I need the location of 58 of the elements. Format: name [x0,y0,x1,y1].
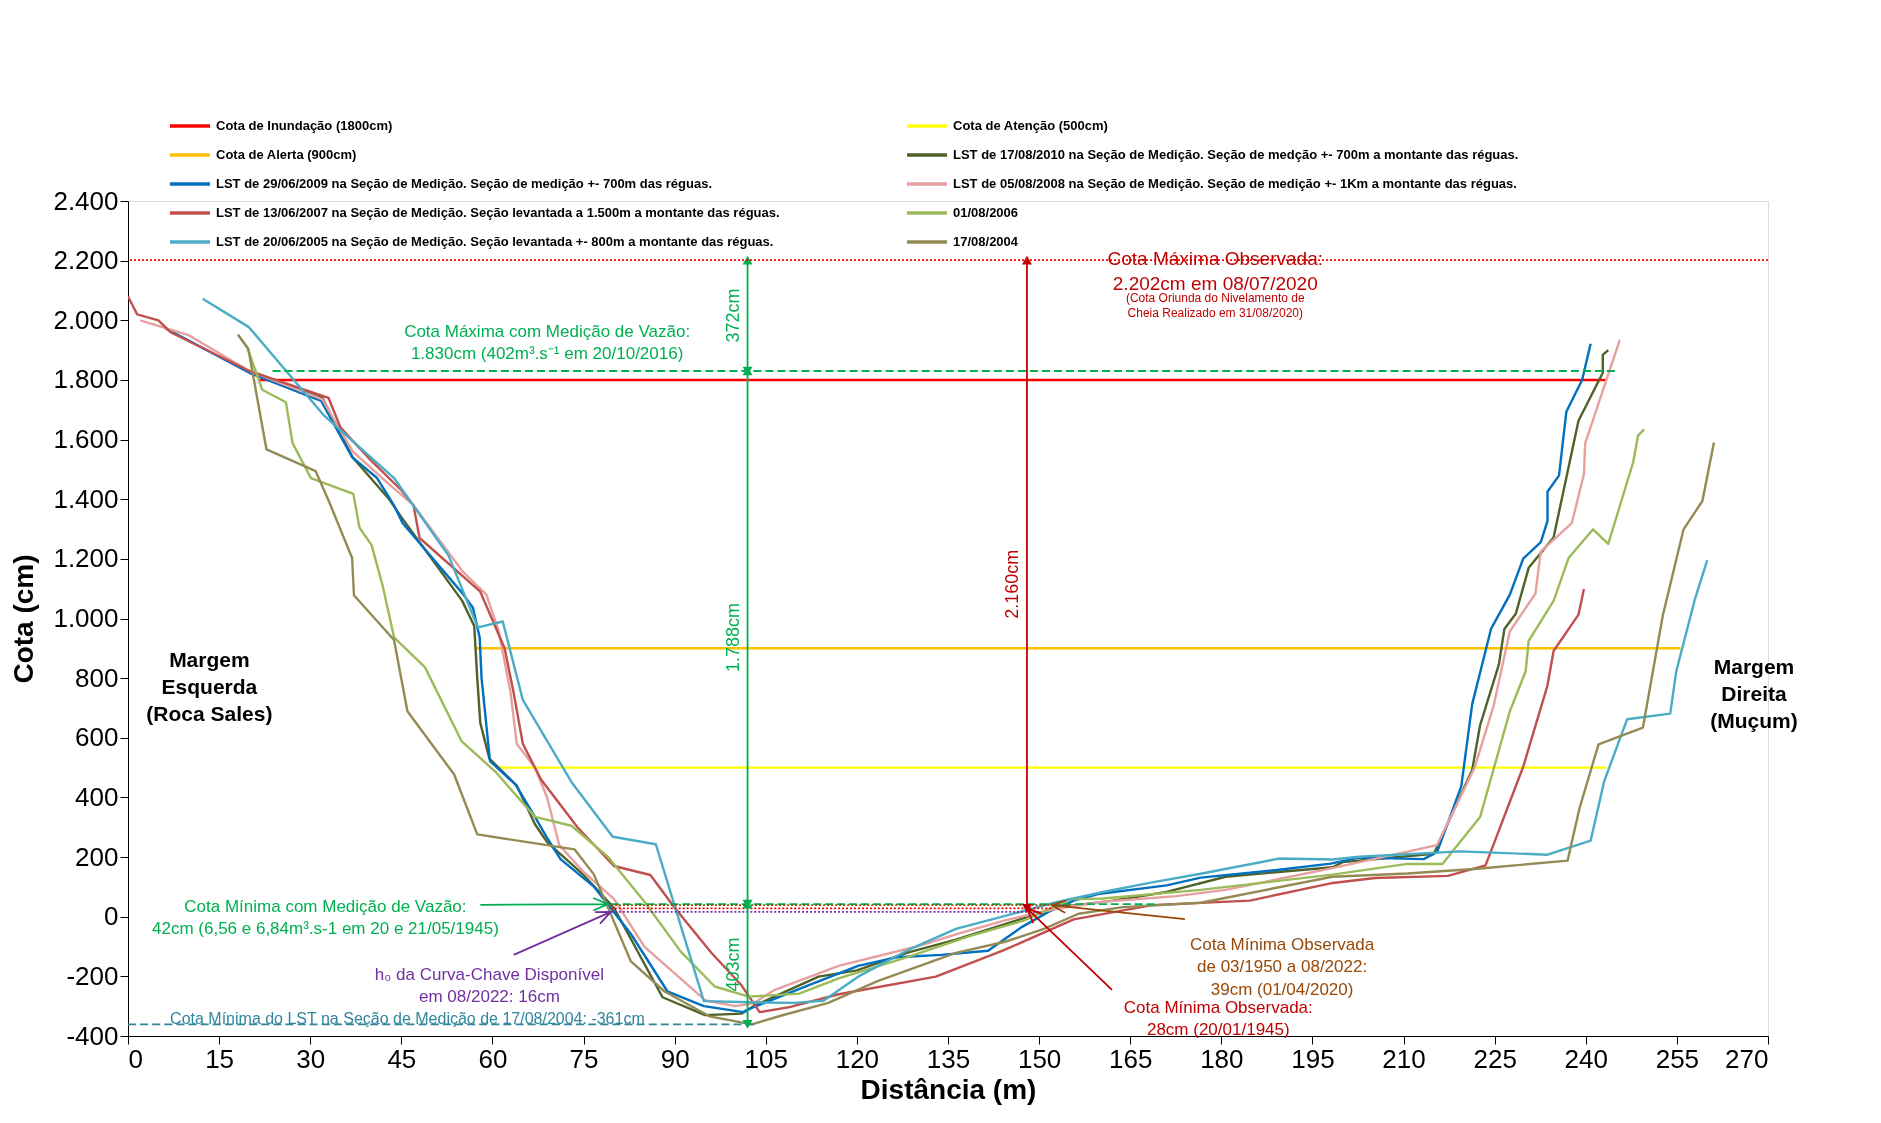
y-tick-label: 200 [75,841,119,872]
x-tick-label: 45 [387,1043,417,1074]
x-tick-label: 0 [128,1043,143,1074]
legend-label: 17/08/2004 [953,234,1019,249]
x-tick-label: 30 [296,1043,326,1074]
x-tick-label: 60 [478,1043,508,1074]
y-tick-label: 2.200 [53,245,119,276]
x-tick-label: 225 [1473,1043,1517,1074]
x-tick-label: 180 [1200,1043,1244,1074]
y-tick-label: 1.000 [53,603,119,633]
x-tick-label: 165 [1109,1043,1153,1074]
annotation: Cota Máxima com Medição de Vazão: 1.830cm (402m³.s⁻¹ em 20/10/2016) [404,322,691,364]
legend-label: Cota de Inundação (1800cm) [216,118,393,133]
x-tick-label: 75 [569,1043,599,1074]
annotation: Cota Mínima com Medição de Vazão: 42cm (6,56 e 6,84m³.s-1 em 20 e 21/05/1945) [152,896,499,938]
x-tick-label: 15 [205,1043,235,1074]
y-tick-label: -200 [66,960,119,991]
legend-label: LST de 29/06/2009 na Seção de Medição. Seção de medição +- 700m das réguas. [216,176,713,191]
x-tick-label: 240 [1564,1043,1608,1074]
annotation: Margem Direita (Muçum) [1710,654,1798,733]
y-tick-label: 400 [75,781,119,812]
y-tick-label: 1.400 [53,483,119,514]
annotation: h₀ da Curva-Chave Disponível em 08/2022: 16cm [374,964,604,1006]
y-tick-label: 1.600 [53,424,119,455]
y-tick-label: 800 [75,662,119,693]
x-tick-label: 135 [926,1043,971,1074]
x-axis-title: Distância (m) [860,1073,1037,1105]
legend-label: LST de 05/08/2008 na Seção de Medição. Seção de medição +- 1Km a montante das réguas. [953,176,1517,191]
legend-label: LST de 13/06/2007 na Seção de Medição. Seção levantada a 1.500m a montante das réguas. [216,205,780,220]
x-tick-label: 150 [1017,1043,1062,1074]
annotation: Cota Mínima Observada de 03/1950 a 08/2022: 39cm (01/04/2020) [1189,935,1375,999]
x-tick-label: 210 [1382,1043,1426,1074]
annotation: 403cm [722,937,743,992]
y-axis-title: Cota (cm) [8,554,40,684]
x-tick-label: 270 [1725,1043,1769,1074]
annotation: 372cm [722,288,743,343]
annotation: Cota Mínima do LST na Seção de Medição de 17/08/2004: -361cm [170,1010,645,1028]
legend-label: LST de 20/06/2005 na Seção de Medição. Seção levantada +- 800m a montante das réguas. [216,234,774,249]
x-tick-label: 195 [1291,1043,1335,1074]
legend-label: 01/08/2006 [953,205,1019,220]
legend-label: LST de 17/08/2010 na Seção de Medição. Seção de medção +- 700m a montante das réguas. [953,147,1519,162]
legend-label: Cota de Alerta (900cm) [216,147,357,162]
annotation: 2.160cm [1001,549,1022,619]
y-tick-label: 0 [104,901,119,932]
y-tick-label: 1.200 [53,543,119,574]
annotation: Margem Esquerda (Roca Sales) [146,647,273,726]
x-tick-label: 105 [744,1043,788,1074]
y-tick-label: 2.000 [53,304,119,335]
x-tick-label: 120 [835,1043,880,1074]
x-tick-label: 255 [1655,1043,1700,1074]
annotation: Cota Mínima Observada: 28cm (20/01/1945) [1123,997,1313,1039]
y-tick-label: 1.800 [53,364,119,395]
y-tick-label: 2.400 [53,185,119,216]
annotation: 1.788cm [722,603,743,673]
y-tick-label: 600 [75,722,119,753]
x-tick-label: 90 [660,1043,690,1074]
y-tick-label: -400 [66,1020,119,1051]
legend-label: Cota de Atenção (500cm) [953,118,1108,133]
